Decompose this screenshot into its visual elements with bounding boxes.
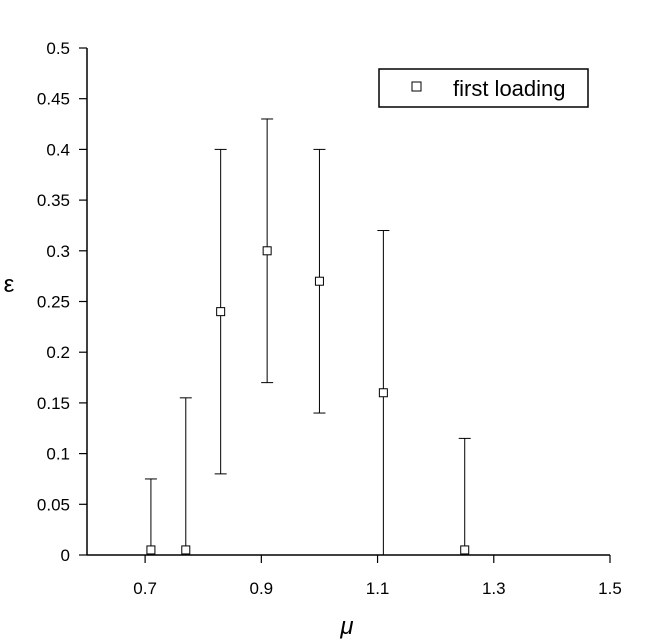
x-tick-label: 1.1 [366,579,390,598]
legend-marker [411,81,422,92]
y-axis-label: ε [4,271,15,298]
y-tick-label: 0.3 [46,242,70,261]
x-tick-label: 1.3 [482,579,506,598]
legend: first loading [378,68,589,108]
y-tick-label: 0.2 [46,343,70,362]
y-tick-label: 0.4 [46,140,70,159]
data-marks [144,118,471,555]
y-tick-label: 0.05 [37,495,70,514]
data-point [314,276,324,286]
x-tick-label: 0.7 [133,579,157,598]
data-point [460,545,470,555]
y-tick-label: 0.15 [37,394,70,413]
y-tick-label: 0.1 [46,445,70,464]
y-tick-label: 0 [61,546,70,565]
axes: 0.7 0.9 1.1 1.3 1.5 0 0.05 0.1 0.15 0.2 0.25 0.3 0.3… [37,39,622,598]
data-point [378,388,388,398]
x-axis-label: μ [339,613,353,640]
x-tick-label: 1.5 [598,579,622,598]
data-point [262,246,272,256]
data-point [216,307,226,317]
data-point [146,545,156,555]
y-tick-label: 0.45 [37,90,70,109]
y-tick-label: 0.35 [37,191,70,210]
x-tick-label: 0.9 [250,579,274,598]
data-point [181,545,191,555]
legend-label: first loading [453,76,566,101]
y-tick-label: 0.25 [37,293,70,312]
y-tick-label: 0.5 [46,39,70,58]
